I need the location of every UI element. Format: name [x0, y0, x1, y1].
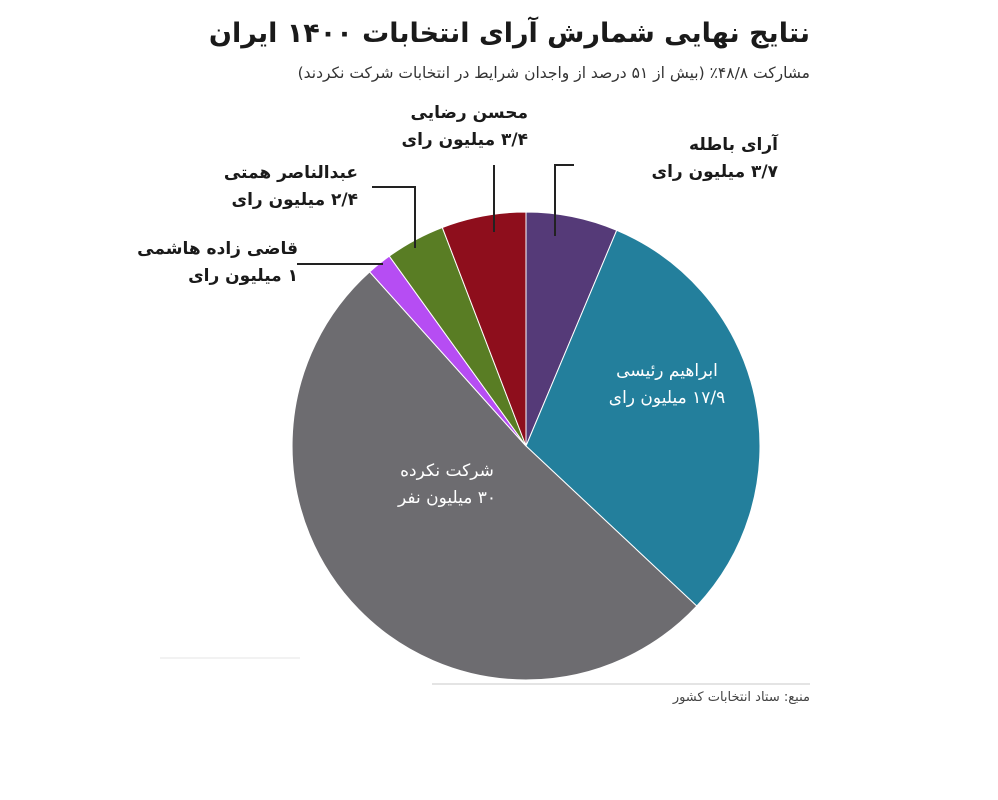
label-hemmati-name: عبدالناصر همتی [223, 163, 358, 183]
leader-lines [297, 164, 574, 265]
source-note: منبع: ستاد انتخابات کشور [672, 690, 810, 705]
label-invalid-votes: آرای باطله ۳/۷ میلیون رای [651, 132, 778, 186]
label-rezaei-value: ۳/۴ میلیون رای [401, 130, 528, 150]
label-raisi: ابراهیم رئیسی ۱۷/۹ میلیون رای [582, 358, 752, 412]
label-non-participants-name: شرکت نکرده [400, 461, 494, 481]
chart-title: نتایج نهایی شمارش آرای انتخابات ۱۴۰۰ ایر… [208, 18, 810, 49]
label-invalid-votes-value: ۳/۷ میلیون رای [651, 162, 778, 182]
label-ghazizadeh-hashemi-name: قاضی زاده هاشمی [137, 239, 298, 259]
chart-subtitle: مشارکت ۴۸/۸٪ (بیش از ۵۱ درصد از واجدان ش… [297, 64, 810, 82]
label-non-participants: شرکت نکرده ۳۰ میلیون نفر [362, 458, 532, 512]
leader-invalid-votes [554, 164, 574, 236]
leader-hemmati [372, 186, 416, 248]
label-hemmati: عبدالناصر همتی ۲/۴ میلیون رای [224, 160, 358, 214]
label-non-participants-value: ۳۰ میلیون نفر [397, 488, 497, 508]
label-ghazizadeh-hashemi: قاضی زاده هاشمی ۱ میلیون رای [137, 236, 298, 290]
pie-slice-5 [441, 211, 527, 447]
label-ghazizadeh-hashemi-value: ۱ میلیون رای [188, 266, 298, 286]
pie-slice-2 [291, 271, 698, 681]
pie-slices [291, 211, 761, 681]
pie-slice-1 [525, 229, 761, 607]
label-rezaei: محسن رضایی ۳/۴ میلیون رای [401, 100, 528, 154]
label-rezaei-name: محسن رضایی [410, 103, 528, 123]
label-raisi-value: ۱۷/۹ میلیون رای [608, 388, 726, 408]
label-invalid-votes-name: آرای باطله [689, 135, 778, 155]
label-raisi-name: ابراهیم رئیسی [616, 361, 718, 381]
label-hemmati-value: ۲/۴ میلیون رای [231, 190, 358, 210]
